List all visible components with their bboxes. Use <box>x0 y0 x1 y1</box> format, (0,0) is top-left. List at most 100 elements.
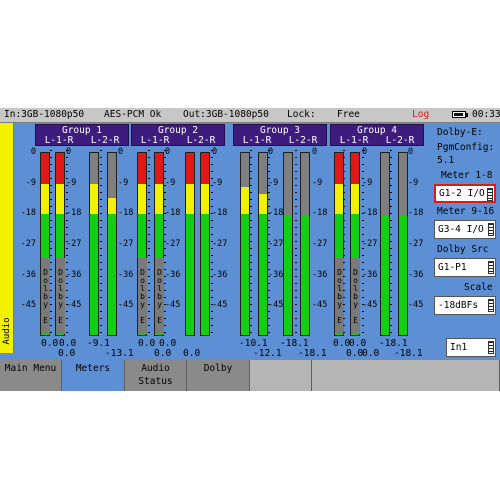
meter-divider <box>250 150 252 336</box>
meter-yellow-segment <box>335 183 343 215</box>
meter-readout: 0.0 <box>346 348 364 359</box>
level-meter <box>380 152 390 336</box>
dolby-e-tag: Dolby E <box>56 258 65 334</box>
channel-label: L-1-R <box>44 135 74 146</box>
tab-empty-4[interactable] <box>250 360 312 391</box>
group-name: Group 4 <box>356 125 398 136</box>
meter-green-segment <box>241 214 249 335</box>
tab-audio-status[interactable]: Audio Status <box>125 360 187 391</box>
level-meter <box>300 152 310 336</box>
dolby-e-tag: Dolby E <box>138 258 147 334</box>
scale-tick: -36 <box>118 269 134 280</box>
scale-tick: 0 <box>165 147 171 157</box>
analyzer-screen: In:3GB-1080p50 AES-PCM Ok Out:3GB-1080p5… <box>0 108 500 391</box>
scale-tick: -36 <box>312 269 328 280</box>
pgm-config-label: PgmConfig: <box>437 142 495 153</box>
tab-main-menu[interactable]: Main Menu <box>0 360 62 391</box>
channel-label: L-1-R <box>242 135 272 146</box>
meter-readout: -18.1 <box>298 348 327 359</box>
scroll-icon <box>487 188 493 201</box>
scale-select[interactable]: -18dBFs <box>434 296 496 315</box>
scale-tick: -27 <box>118 239 134 249</box>
input-select[interactable]: In1 <box>446 338 496 357</box>
dolby-src-label: Dolby Src <box>437 244 489 255</box>
channel-label: L-1-R <box>339 135 369 146</box>
meter-9-16-label: Meter 9-16 <box>437 206 495 217</box>
scale-tick: -45 <box>20 300 36 311</box>
scale-tick: -9 <box>118 177 129 188</box>
meter-yellow-segment <box>41 183 49 215</box>
meter-yellow-segment <box>155 183 163 215</box>
meter-divider <box>148 150 150 336</box>
meter-green-segment <box>201 214 209 335</box>
scale-tick: 0 <box>268 147 274 157</box>
scale-tick: -9 <box>212 177 223 188</box>
scale-tick: -27 <box>165 239 181 249</box>
tab-bar: Main Menu Meters Audio Status Dolby <box>0 360 500 391</box>
channel-label: L-2-R <box>186 135 216 146</box>
scale-tick: -27 <box>268 239 284 249</box>
meter-9-16-select[interactable]: G3-4 I/O <box>434 220 496 239</box>
scale-tick: -18 <box>212 208 228 219</box>
meter-red-segment <box>201 153 209 184</box>
scale-tick: 0 <box>66 147 72 157</box>
meter-yellow-segment <box>186 183 194 215</box>
scale-tick: -36 <box>66 269 82 280</box>
level-meter <box>283 152 293 336</box>
meter-readout: 0.0 <box>41 338 59 349</box>
status-bar: In:3GB-1080p50 AES-PCM Ok Out:3GB-1080p5… <box>0 108 500 123</box>
meter-green-segment <box>90 214 98 335</box>
group-header: Group 4 L-1-R L-2-R <box>330 124 424 146</box>
scale-tick: -27 <box>212 239 228 249</box>
scale-tick: -9 <box>408 177 419 188</box>
scale-tick: -18 <box>268 208 284 219</box>
level-meter <box>240 152 250 336</box>
meter-red-segment <box>138 153 146 184</box>
output-format: Out:3GB-1080p50 <box>183 109 269 120</box>
meter-yellow-segment <box>138 183 146 215</box>
meter-1-8-select[interactable]: G1-2 I/O <box>434 184 496 203</box>
channel-label: L-2-R <box>385 135 415 146</box>
audio-status: AES-PCM Ok <box>104 109 162 120</box>
dolby-e-tag: Dolby E <box>335 258 344 334</box>
scale-tick: 0 <box>212 147 218 157</box>
pgm-config-value: 5.1 <box>437 155 455 166</box>
meter-readout: 0.0 <box>333 338 351 349</box>
scale-tick: 0 <box>408 147 414 157</box>
meter-divider <box>211 150 213 336</box>
meter-yellow-segment <box>259 194 267 215</box>
scale-tick: -36 <box>165 269 181 280</box>
meter-green-segment <box>186 214 194 335</box>
level-meter <box>398 152 408 336</box>
tab-meters[interactable]: Meters <box>62 360 125 391</box>
meter-yellow-segment <box>241 187 249 215</box>
scale-tick: -27 <box>312 239 328 249</box>
meter-readout: -18.1 <box>280 338 309 349</box>
meter-readout: -13.1 <box>105 348 134 359</box>
level-meter <box>185 152 195 336</box>
dolby-src-select[interactable]: G1-P1 <box>434 258 496 277</box>
meter-red-segment <box>155 153 163 184</box>
scale-tick: -36 <box>408 269 424 280</box>
scale-tick: -36 <box>212 269 228 280</box>
scale-tick: -45 <box>362 300 378 311</box>
scale-tick: -45 <box>268 300 284 311</box>
scale-tick: -27 <box>66 239 82 249</box>
meter-green-segment <box>284 214 292 335</box>
scale-tick: -18 <box>66 208 82 219</box>
meter-red-segment <box>41 153 49 184</box>
tab-empty-5[interactable] <box>312 360 500 391</box>
meter-yellow-segment <box>351 183 359 215</box>
meter-green-segment <box>399 214 407 335</box>
log-indicator[interactable]: Log <box>412 109 430 120</box>
tab-dolby[interactable]: Dolby <box>187 360 250 391</box>
meter-readout: -9.1 <box>87 338 110 349</box>
scroll-icon <box>488 223 494 236</box>
scale-tick: -9 <box>66 177 77 188</box>
scale-tick: -45 <box>408 300 424 311</box>
scale-tick: -45 <box>212 300 228 311</box>
group-header: Group 2 L-1-R L-2-R <box>131 124 225 146</box>
meter-readout: -10.1 <box>239 338 268 349</box>
meter-divider <box>343 150 345 336</box>
meter-divider <box>362 150 364 336</box>
